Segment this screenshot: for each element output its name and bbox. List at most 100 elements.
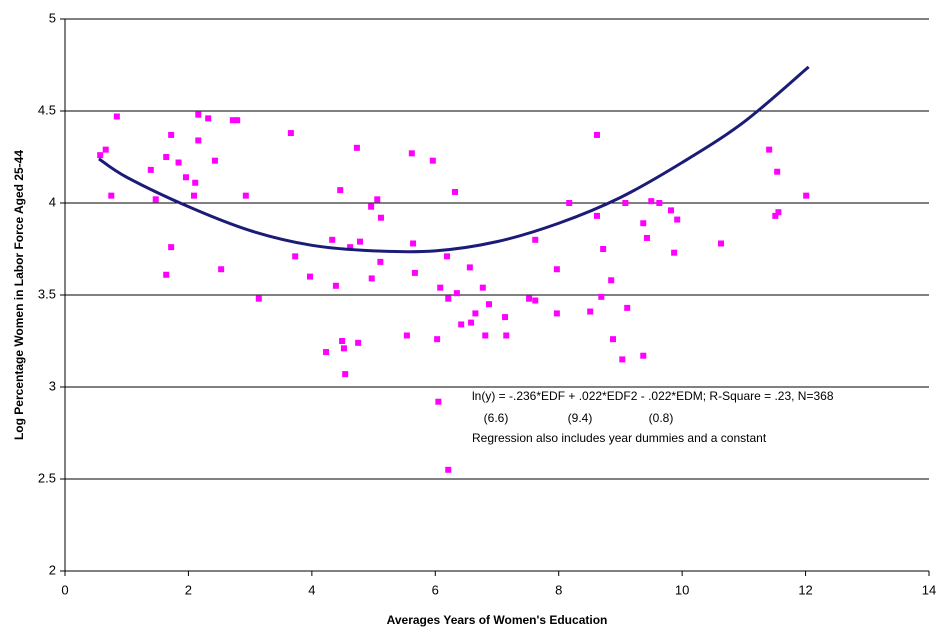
- point: [624, 304, 631, 311]
- point: [718, 240, 725, 247]
- point: [353, 144, 360, 151]
- point: [377, 258, 384, 265]
- point: [408, 150, 415, 157]
- point: [479, 284, 486, 291]
- point: [429, 157, 436, 164]
- x-tick-label: 0: [61, 582, 68, 597]
- point: [368, 275, 375, 282]
- point: [163, 271, 170, 278]
- point: [195, 111, 202, 118]
- point: [255, 295, 262, 302]
- point: [292, 253, 299, 260]
- point: [113, 113, 120, 120]
- annotation: (9.4): [568, 411, 593, 425]
- point: [485, 301, 492, 308]
- point: [329, 236, 336, 243]
- point: [526, 295, 533, 302]
- point: [347, 244, 354, 251]
- x-tick-label: 14: [922, 582, 936, 597]
- point: [307, 273, 314, 280]
- point: [356, 238, 363, 245]
- point: [593, 131, 600, 138]
- point: [234, 117, 241, 124]
- point: [403, 332, 410, 339]
- y-axis-title: Log Percentage Women in Labor Force Aged…: [12, 150, 26, 440]
- point: [147, 166, 154, 173]
- x-tick-label: 2: [185, 582, 192, 597]
- point: [553, 310, 560, 317]
- point: [452, 188, 459, 195]
- annotation: Regression also includes year dummies an…: [472, 431, 767, 445]
- point: [377, 214, 384, 221]
- point: [648, 198, 655, 205]
- point: [622, 200, 629, 206]
- point: [668, 207, 675, 214]
- point: [643, 234, 650, 241]
- point: [502, 314, 509, 321]
- point: [766, 146, 773, 153]
- point: [444, 253, 451, 260]
- point: [610, 336, 617, 343]
- y-tick-label: 2.5: [38, 470, 56, 485]
- point: [192, 179, 199, 186]
- x-tick-label: 8: [555, 582, 562, 597]
- x-tick-label: 4: [308, 582, 315, 597]
- point: [287, 130, 294, 137]
- point: [211, 157, 218, 164]
- x-axis-title: Averages Years of Women's Education: [387, 613, 608, 627]
- point: [671, 249, 678, 256]
- annotation: (6.6): [484, 411, 509, 425]
- point: [152, 196, 159, 203]
- point: [468, 319, 475, 326]
- point: [434, 336, 441, 343]
- point: [600, 246, 607, 252]
- point: [775, 209, 782, 216]
- point: [168, 244, 175, 251]
- point: [656, 200, 663, 206]
- point: [445, 466, 452, 473]
- annotation: (0.8): [649, 411, 674, 425]
- annotation: ln(y) = -.236*EDF + .022*EDF2 - .022*EDM…: [472, 389, 834, 403]
- point: [410, 240, 417, 247]
- point: [608, 277, 615, 284]
- x-tick-label: 6: [432, 582, 439, 597]
- x-tick-label: 10: [675, 582, 689, 597]
- point: [168, 131, 175, 138]
- point: [466, 264, 473, 271]
- point: [355, 339, 362, 346]
- point: [803, 192, 810, 199]
- point: [619, 356, 626, 363]
- point: [163, 154, 170, 160]
- point: [445, 295, 452, 302]
- point: [339, 338, 346, 344]
- point: [102, 146, 109, 153]
- point: [411, 269, 418, 276]
- point: [374, 196, 381, 203]
- point: [566, 200, 573, 206]
- point: [598, 293, 605, 300]
- point: [195, 137, 202, 144]
- point: [242, 192, 249, 199]
- point: [437, 284, 444, 291]
- point: [458, 321, 465, 328]
- point: [229, 117, 236, 124]
- point: [342, 371, 349, 378]
- point: [368, 203, 375, 210]
- y-tick-label: 4.5: [38, 102, 56, 117]
- point: [640, 352, 647, 359]
- y-tick-label: 2: [49, 562, 56, 577]
- point: [323, 349, 330, 356]
- fit-curve: [98, 65, 810, 254]
- point: [337, 187, 344, 194]
- point: [453, 290, 460, 297]
- point: [593, 212, 600, 219]
- point: [772, 212, 779, 219]
- point: [472, 310, 479, 317]
- point: [774, 168, 781, 175]
- point: [553, 266, 560, 273]
- point: [182, 174, 189, 181]
- point: [482, 332, 489, 339]
- y-tick-label: 4: [49, 194, 56, 209]
- point: [218, 266, 225, 273]
